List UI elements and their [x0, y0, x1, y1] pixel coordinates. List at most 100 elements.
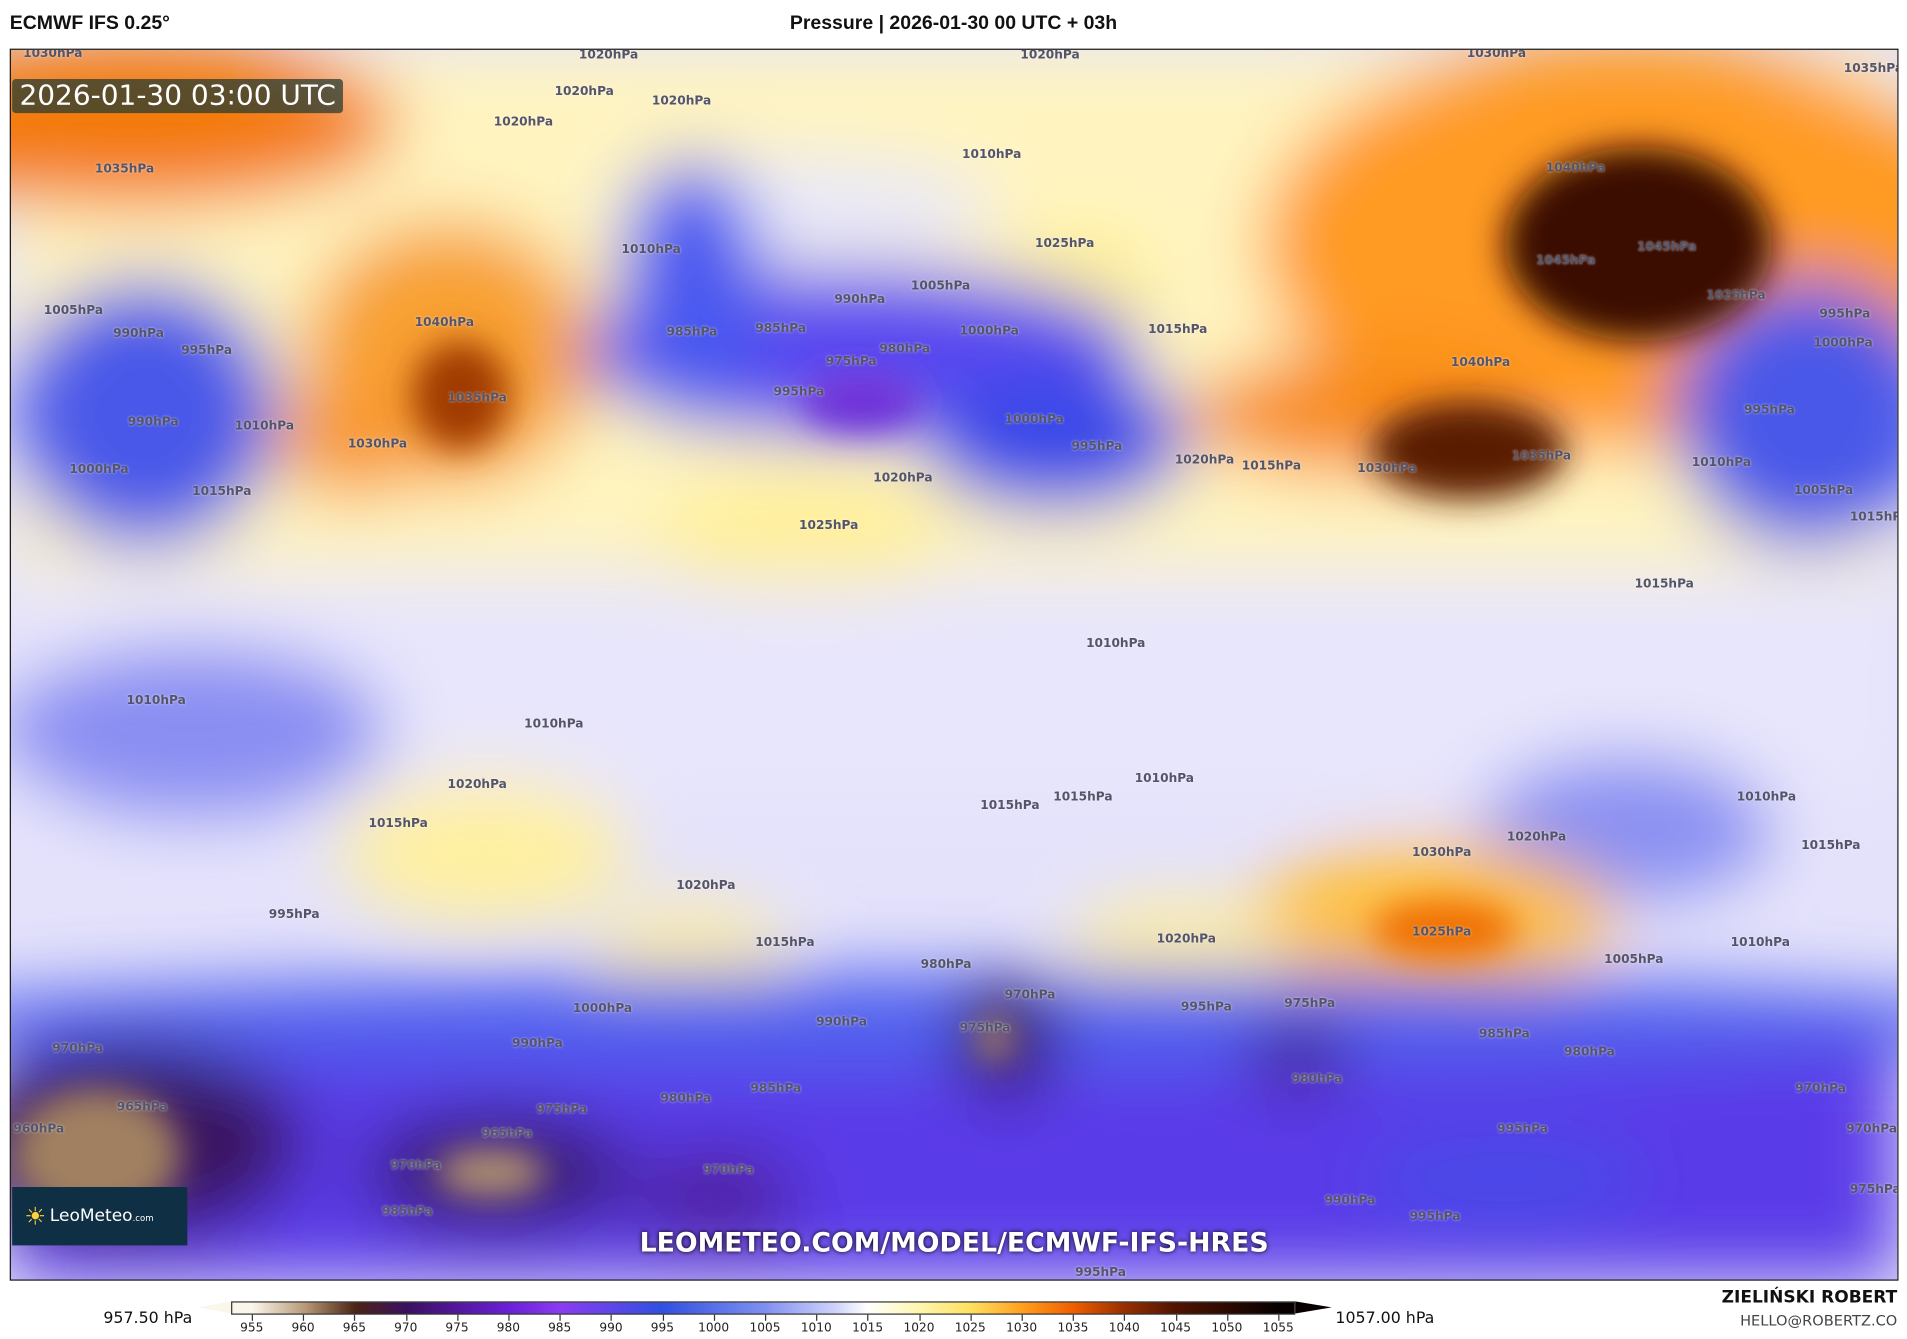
- contour-label: 1015hPa: [1849, 510, 1897, 525]
- contour-label: 970hPa: [702, 1163, 754, 1178]
- contour-label: 995hPa: [268, 908, 320, 922]
- contour-label: 1015hPa: [980, 799, 1040, 813]
- pressure-field: [10, 49, 1898, 1280]
- contour-label: 1030hPa: [1412, 846, 1472, 860]
- leometeo-logo[interactable]: ☀ LeoMeteo .com: [12, 1187, 188, 1246]
- contour-label: 1020hPa: [578, 48, 639, 63]
- colorbar-tick: [303, 1314, 305, 1321]
- contour-label: 1010hPa: [126, 694, 186, 708]
- valid-time-badge: 2026-01-30 03:00 UTC: [12, 79, 344, 114]
- colorbar-tick: [970, 1314, 972, 1321]
- contour-label: 1010hPa: [962, 148, 1022, 162]
- contour-label: 1000hPa: [69, 463, 129, 477]
- contour-label: 985hPa: [755, 322, 807, 336]
- contour-label: 960hPa: [13, 1122, 65, 1136]
- author-name: ZIELIŃSKI ROBERT: [1721, 1287, 1898, 1308]
- contour-label: 1040hPa: [1450, 356, 1511, 370]
- contour-label: 1020hPa: [873, 471, 933, 486]
- contour-label: 980hPa: [920, 958, 972, 972]
- contour-label: 990hPa: [834, 293, 886, 307]
- author-email: HELLO@ROBERTZ.CO: [1740, 1312, 1898, 1330]
- colorbar-tick-label: 955: [240, 1322, 264, 1336]
- colorbar-tick: [457, 1314, 459, 1321]
- contour-label: 1010hPa: [524, 717, 584, 731]
- contour-label: 970hPa: [1004, 988, 1056, 1003]
- contour-label: 980hPa: [1291, 1072, 1343, 1087]
- contour-label: 1010hPa: [1736, 790, 1797, 804]
- contour-label: 1015hPa: [755, 936, 815, 950]
- colorbar-tick-label: 970: [394, 1322, 418, 1336]
- contour-label: 1030hPa: [1466, 48, 1527, 61]
- contour-label: 1015hPa: [1241, 459, 1302, 474]
- colorbar-tick-label: 1030: [1006, 1322, 1038, 1336]
- contour-label: 985hPa: [750, 1082, 802, 1096]
- contour-label: 1015hPa: [192, 485, 252, 499]
- contour-label: 995hPa: [1409, 1210, 1461, 1224]
- colorbar-tick-label: 1050: [1211, 1322, 1243, 1336]
- colorbar-tick-label: 980: [496, 1322, 520, 1336]
- contour-label: 1025hPa: [1034, 237, 1095, 251]
- colorbar-tick: [1226, 1314, 1229, 1321]
- colorbar-tick-label: 990: [599, 1322, 623, 1336]
- contour-label: 975hPa: [536, 1103, 588, 1117]
- colorbar-tick: [1124, 1314, 1126, 1321]
- contour-label: 995hPa: [1744, 403, 1795, 418]
- colorbar-tick: [662, 1314, 664, 1321]
- colorbar-max-label: 1057.00 hPa: [1335, 1309, 1435, 1329]
- colorbar-tick-label: 975: [445, 1322, 469, 1336]
- contour-label: 1035hPa: [1843, 62, 1899, 76]
- contour-label: 1015hPa: [1148, 323, 1208, 337]
- contour-label: 990hPa: [1324, 1194, 1376, 1208]
- contour-label: 1005hPa: [1793, 484, 1854, 498]
- contour-label: 1020hPa: [493, 115, 554, 129]
- contour-label: 1000hPa: [572, 1002, 633, 1016]
- contour-label: 1020hPa: [1156, 932, 1216, 947]
- colorbar-tick: [1021, 1314, 1023, 1321]
- contour-label: 1000hPa: [1813, 336, 1873, 351]
- pressure-map[interactable]: 1030hPa 1020hPa 1020hPa 1030hPa 1035hPa 1020h…: [9, 48, 1899, 1281]
- contour-label: 1040hPa: [1545, 161, 1606, 176]
- contour-label: 995hPa: [1819, 307, 1871, 322]
- colorbar-tick: [508, 1314, 510, 1321]
- colorbar-tick-label: 1005: [749, 1322, 781, 1336]
- contour-label: 965hPa: [481, 1127, 533, 1141]
- colorbar-tick-label: 1000: [698, 1322, 730, 1336]
- contour-label: 970hPa: [52, 1042, 104, 1056]
- colorbar-tick: [918, 1314, 921, 1321]
- colorbar-tick: [867, 1314, 869, 1321]
- contour-label: 1020hPa: [676, 879, 736, 893]
- colorbar-ticks: 955 960 965 970 975 980 985 990 995 1000 1005 1010 1…: [0, 1314, 1907, 1339]
- contour-label: 1035hPa: [1511, 449, 1572, 464]
- contour-label: 1035hPa: [94, 162, 155, 177]
- colorbar-tick: [405, 1314, 407, 1321]
- contour-label: 975hPa: [1284, 997, 1336, 1011]
- colorbar-tick: [816, 1314, 818, 1321]
- contour-label: 1010hPa: [1134, 772, 1195, 786]
- contour-label: 990hPa: [816, 1015, 867, 1029]
- source-url: LEOMETEO.COM/MODEL/ECMWF-IFS-HRES: [639, 1228, 1269, 1259]
- contour-label: 1005hPa: [910, 279, 971, 294]
- contour-label: 975hPa: [1849, 1183, 1899, 1197]
- contour-label: 1015hPa: [1053, 790, 1113, 804]
- model-name: ECMWF IFS 0.25°: [9, 13, 170, 35]
- contour-label: 995hPa: [1075, 1266, 1126, 1280]
- contour-label: 1015hPa: [1634, 577, 1694, 592]
- contour-label: 1045hPa: [1637, 240, 1697, 255]
- page-title: Pressure | 2026-01-30 00 UTC + 03h: [789, 13, 1118, 35]
- colorbar-tick-label: 985: [548, 1322, 572, 1336]
- contour-label: 1015hPa: [368, 817, 428, 831]
- contour-label: 1005hPa: [43, 304, 104, 318]
- contour-label: 1015hPa: [1801, 839, 1861, 853]
- contour-label: 995hPa: [1071, 440, 1123, 454]
- contour-label: 1025hPa: [1706, 289, 1766, 303]
- contour-label: 995hPa: [181, 344, 233, 358]
- colorbar-tick: [1278, 1314, 1280, 1321]
- contour-label: 1010hPa: [621, 243, 681, 257]
- colorbar-min-label: 957.50 hPa: [103, 1309, 193, 1329]
- colorbar-tick-label: 1055: [1262, 1322, 1294, 1336]
- contour-label: 990hPa: [127, 415, 179, 430]
- contour-label: 975hPa: [825, 355, 877, 369]
- contour-label: 1020hPa: [651, 94, 712, 109]
- contour-label: 1010hPa: [234, 419, 295, 433]
